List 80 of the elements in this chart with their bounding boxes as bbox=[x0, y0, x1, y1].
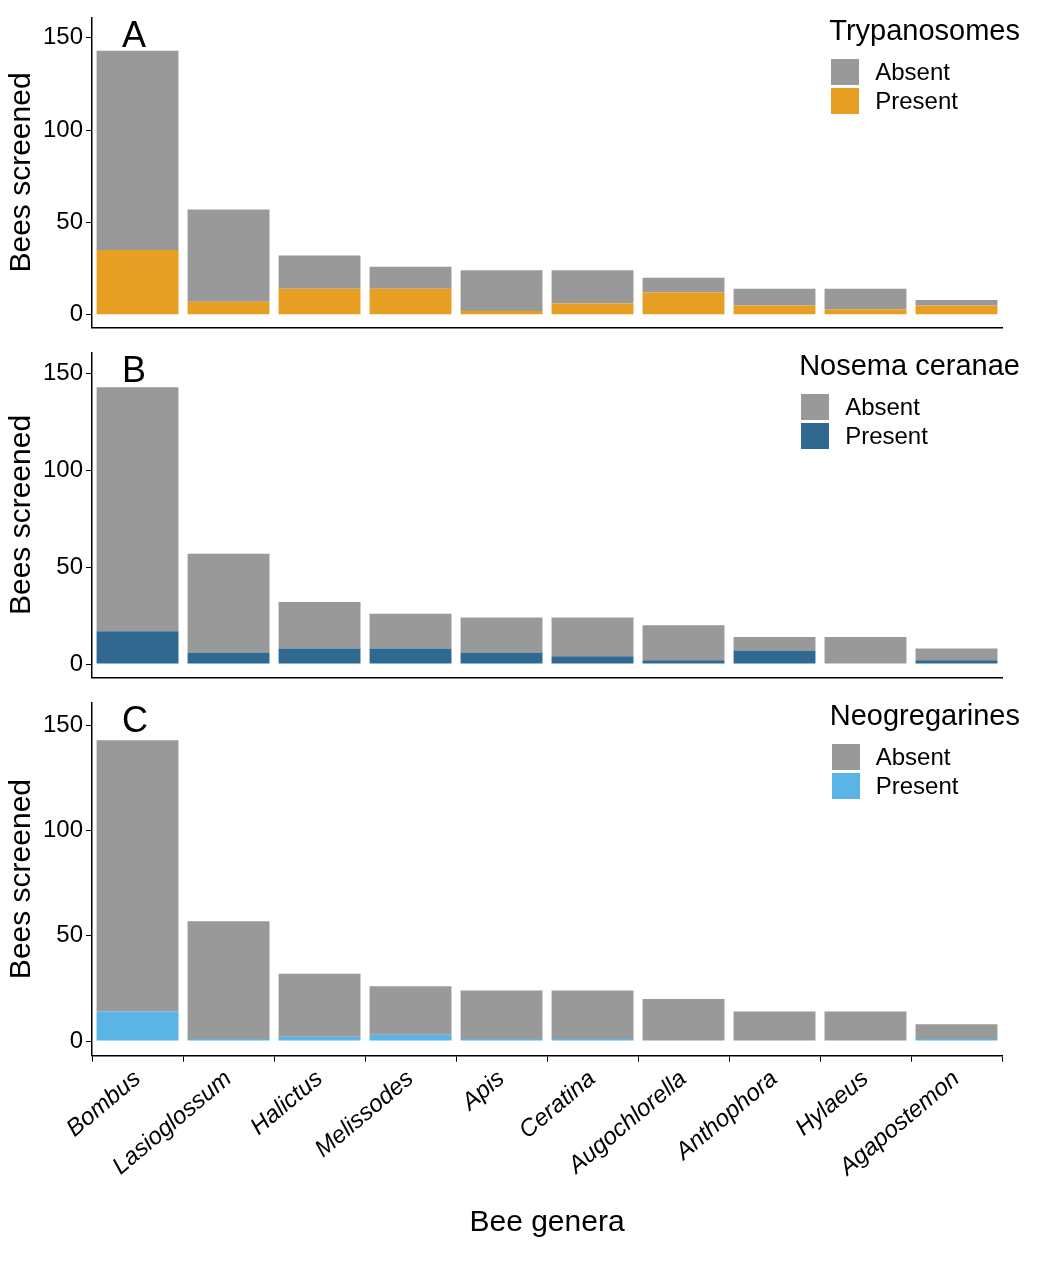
bar bbox=[733, 305, 816, 315]
bar bbox=[551, 303, 634, 315]
legend-title: Neogregarines bbox=[829, 699, 1020, 732]
bar bbox=[551, 656, 634, 664]
bar bbox=[278, 648, 361, 664]
bar bbox=[278, 602, 361, 649]
y-tick-label: 50 bbox=[56, 920, 84, 948]
bar bbox=[278, 255, 361, 289]
y-tick-label: 0 bbox=[69, 648, 84, 676]
bar bbox=[369, 1034, 452, 1041]
bar bbox=[187, 921, 270, 1039]
y-axis-title: Bees screened bbox=[3, 779, 37, 980]
bar bbox=[824, 636, 907, 664]
bar bbox=[369, 648, 452, 664]
y-axis-title: Bees screened bbox=[3, 414, 37, 616]
bar bbox=[187, 209, 270, 302]
annotation: C bbox=[122, 699, 149, 741]
legend-title: Trypanosomes bbox=[829, 14, 1020, 47]
y-tick-label: 100 bbox=[43, 815, 84, 843]
bar bbox=[96, 50, 179, 251]
bar bbox=[733, 288, 816, 306]
bar bbox=[733, 650, 816, 664]
bar bbox=[96, 387, 179, 632]
bar bbox=[278, 1036, 361, 1041]
y-axis-title: Bees screened bbox=[3, 72, 37, 273]
y-tick-label: 50 bbox=[56, 551, 84, 579]
bar bbox=[460, 617, 543, 653]
bar bbox=[551, 990, 634, 1039]
legend-label: Present bbox=[875, 771, 959, 800]
x-axis-title: Bee genera bbox=[469, 1204, 625, 1238]
bar bbox=[96, 250, 179, 315]
bar bbox=[187, 301, 270, 315]
bar bbox=[642, 625, 725, 661]
annotation: B bbox=[122, 349, 147, 391]
bar bbox=[96, 740, 179, 1012]
bar bbox=[96, 631, 179, 664]
bar bbox=[642, 998, 725, 1041]
legend-label: Present bbox=[875, 86, 958, 115]
bar bbox=[187, 553, 270, 653]
y-tick-label: 150 bbox=[43, 22, 84, 50]
y-tick-label: 0 bbox=[69, 299, 84, 327]
bar bbox=[915, 648, 998, 661]
y-tick-label: 100 bbox=[43, 455, 84, 483]
bar bbox=[460, 990, 543, 1039]
y-tick-label: 150 bbox=[43, 710, 84, 738]
y-tick-label: 0 bbox=[69, 1025, 84, 1053]
annotation: A bbox=[122, 14, 147, 56]
bar bbox=[915, 1024, 998, 1039]
legend-label: Present bbox=[845, 421, 928, 450]
bar bbox=[733, 1011, 816, 1041]
bar bbox=[642, 277, 725, 293]
y-tick-label: 150 bbox=[43, 358, 84, 386]
legend-label: Absent bbox=[845, 392, 920, 421]
bar bbox=[824, 1011, 907, 1041]
bar bbox=[551, 270, 634, 304]
bar bbox=[551, 617, 634, 657]
legend-label: Absent bbox=[875, 57, 950, 86]
bar bbox=[460, 270, 543, 311]
bar bbox=[369, 266, 452, 289]
bar bbox=[278, 288, 361, 315]
bar bbox=[369, 986, 452, 1035]
bar bbox=[96, 1011, 179, 1041]
bar bbox=[278, 973, 361, 1037]
y-tick-label: 50 bbox=[56, 206, 84, 234]
y-tick-label: 100 bbox=[43, 114, 84, 142]
legend-title: Nosema ceranae bbox=[799, 349, 1020, 382]
bar bbox=[460, 310, 543, 315]
bar bbox=[824, 288, 907, 310]
bar bbox=[642, 292, 725, 315]
bar bbox=[187, 652, 270, 664]
bar bbox=[642, 660, 725, 664]
bar bbox=[824, 309, 907, 315]
x-tick-label: Apis bbox=[454, 1064, 510, 1116]
bar bbox=[915, 660, 998, 664]
bar bbox=[915, 305, 998, 315]
bar bbox=[460, 652, 543, 664]
bar bbox=[369, 613, 452, 649]
legend-label: Absent bbox=[875, 742, 951, 771]
bar bbox=[369, 288, 452, 315]
bar bbox=[733, 636, 816, 651]
